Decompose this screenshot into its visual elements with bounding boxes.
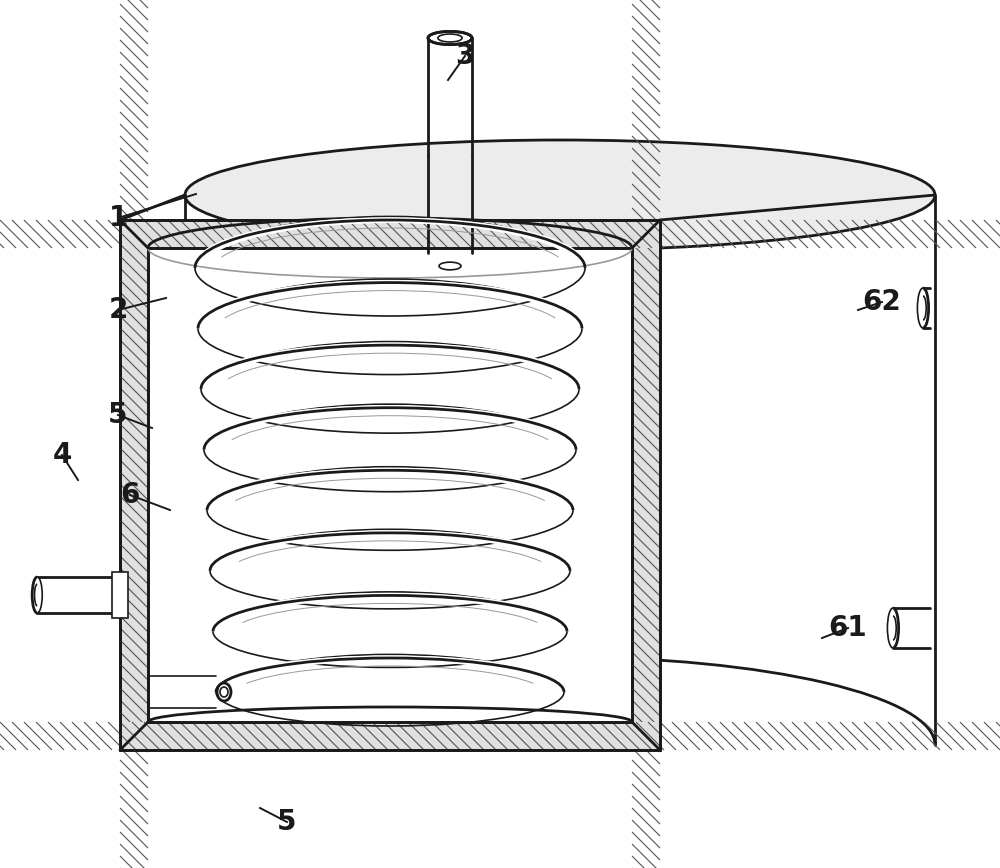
Ellipse shape [32, 577, 42, 613]
Ellipse shape [918, 288, 928, 328]
Bar [112, 572, 128, 618]
Text: 6: 6 [120, 481, 140, 509]
Ellipse shape [439, 262, 461, 270]
Text: 3: 3 [455, 42, 475, 70]
Bar [120, 220, 660, 248]
Ellipse shape [217, 683, 231, 701]
Text: 4: 4 [52, 441, 72, 469]
Text: 2: 2 [108, 296, 128, 324]
Bar [148, 248, 632, 722]
Bar [120, 722, 660, 750]
Text: 5: 5 [108, 401, 128, 429]
Text: 1: 1 [108, 204, 128, 232]
Bar [120, 220, 148, 750]
Bar [632, 220, 660, 750]
Text: 62: 62 [863, 288, 901, 316]
Ellipse shape [185, 140, 935, 250]
Ellipse shape [220, 687, 228, 697]
Ellipse shape [888, 608, 898, 648]
Text: 5: 5 [277, 808, 297, 836]
Ellipse shape [428, 31, 472, 44]
Text: 61: 61 [829, 614, 867, 642]
